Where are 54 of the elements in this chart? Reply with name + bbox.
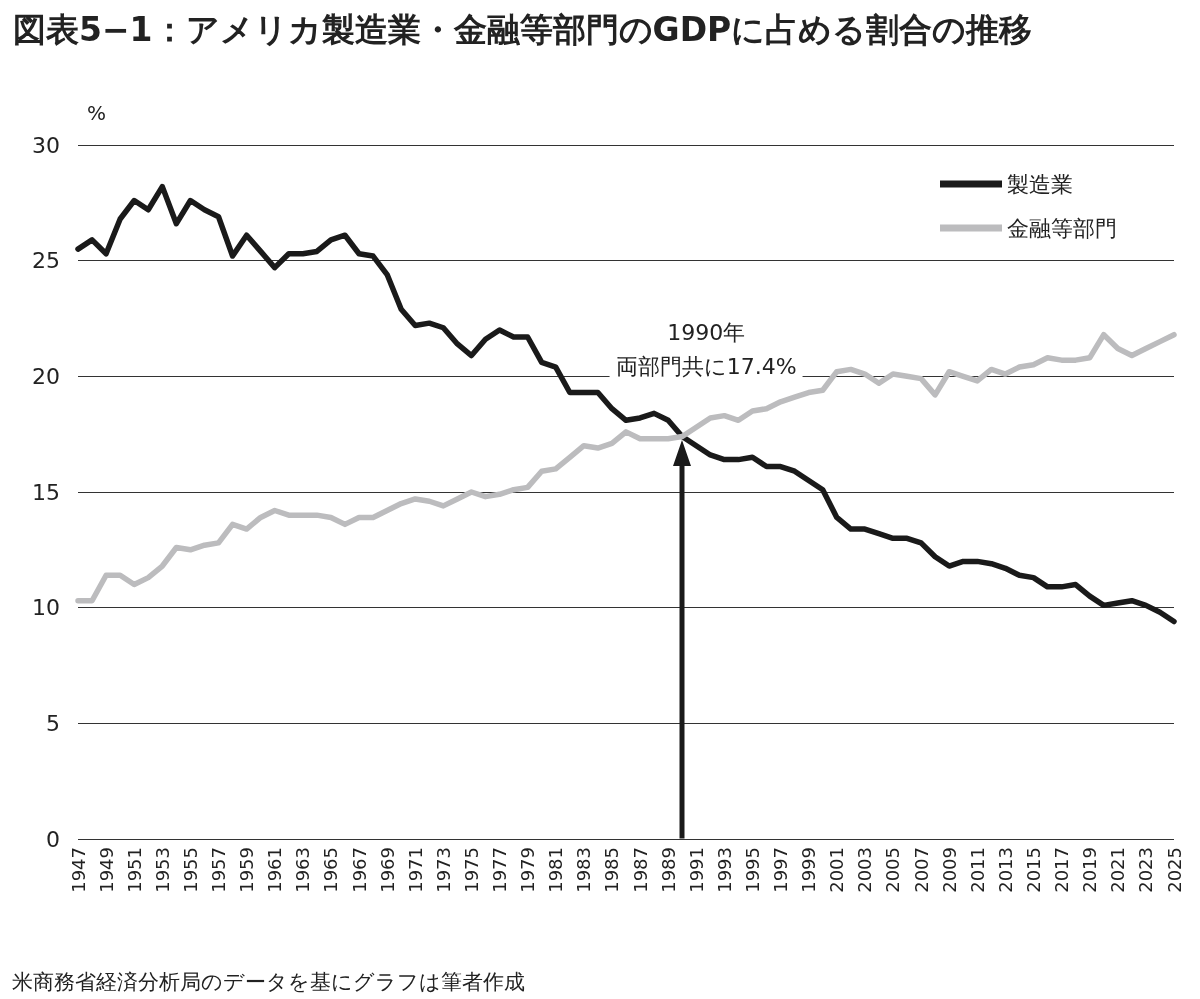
x-tick-label: 1969: [376, 847, 398, 893]
x-tick-label: 1995: [741, 847, 763, 893]
x-tick-label: 1965: [320, 847, 342, 893]
annotation: 1990年: [666, 319, 747, 348]
x-tick-label: 2009: [938, 847, 960, 893]
y-tick-label: 5: [46, 710, 60, 736]
x-tick-label: 1985: [601, 847, 623, 893]
legend-label: 金融等部門: [1007, 215, 1117, 241]
x-tick-label: 1951: [123, 847, 145, 893]
chart-title: 図表5−1：アメリカ製造業・金融等部門のGDPに占める割合の推移: [13, 10, 1033, 49]
x-tick-label: 2021: [1107, 847, 1129, 893]
x-tick-label: 1947: [67, 847, 89, 893]
x-tick-label: 1973: [432, 847, 454, 893]
x-tick-label: 1961: [264, 847, 286, 893]
x-tick-label: 1949: [95, 847, 117, 893]
y-tick-label: 0: [46, 826, 60, 852]
x-tick-label: 2011: [966, 847, 988, 893]
x-tick-label: 1963: [292, 847, 314, 893]
x-tick-label: 1955: [179, 847, 201, 893]
y-tick-label: 10: [32, 595, 60, 621]
x-tick-label: 1981: [545, 847, 567, 893]
x-tick-label: 1989: [657, 847, 679, 893]
x-tick-label: 1979: [517, 847, 539, 893]
x-tick-label: 1997: [770, 847, 792, 893]
x-tick-label: 2001: [826, 847, 848, 893]
legend-label: 製造業: [1007, 171, 1073, 197]
x-tick-label: 1977: [489, 847, 511, 893]
x-tick-label: 2003: [854, 847, 876, 893]
x-tick-label: 1967: [348, 847, 370, 893]
x-tick-label: 2017: [1051, 847, 1073, 893]
x-tick-label: 1971: [404, 847, 426, 893]
x-tick-label: 2005: [882, 847, 904, 893]
y-tick-label: 20: [32, 363, 60, 389]
y-tick-label: 25: [32, 248, 60, 274]
x-tick-label: 2007: [910, 847, 932, 893]
x-tick-label: 1999: [798, 847, 820, 893]
x-tick-label: 1959: [236, 847, 258, 893]
x-tick-label: 2025: [1163, 847, 1185, 893]
x-tick-label: 1957: [208, 847, 230, 893]
y-tick-label: 30: [32, 132, 60, 158]
x-tick-label: 1987: [629, 847, 651, 893]
x-tick-label: 2019: [1079, 847, 1101, 893]
x-tick-label: 1983: [573, 847, 595, 893]
y-axis-title: %: [86, 101, 106, 125]
x-tick-label: 1993: [713, 847, 735, 893]
x-tick-label: 2013: [994, 847, 1016, 893]
x-tick-label: 2015: [1022, 847, 1044, 893]
text: 米商務省経済分析局のデータを基にグラフは筆者作成: [12, 969, 526, 996]
x-tick-label: 1991: [685, 847, 707, 893]
x-tick-label: 1953: [151, 847, 173, 893]
x-tick-label: 2023: [1135, 847, 1157, 893]
y-tick-label: 15: [32, 479, 60, 505]
annotation: 両部門共に17.4%: [609, 350, 803, 385]
x-tick-label: 1975: [460, 847, 482, 893]
